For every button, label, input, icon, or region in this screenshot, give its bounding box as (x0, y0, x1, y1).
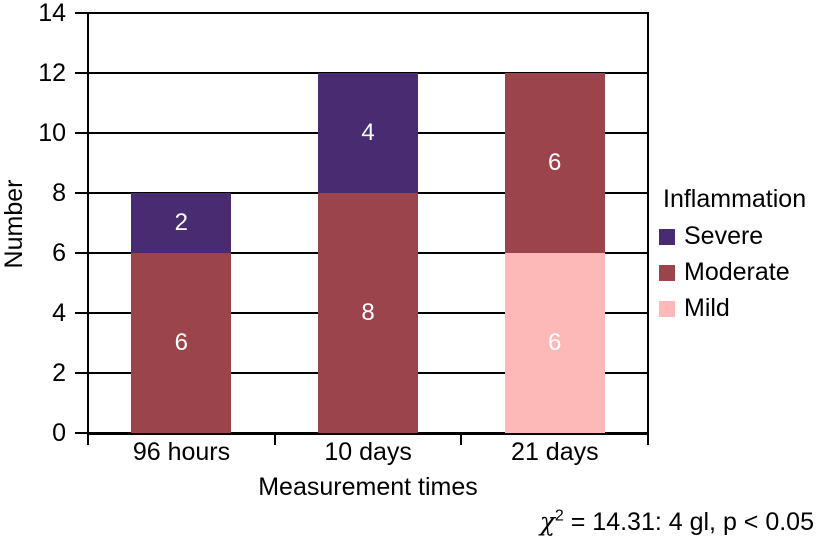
bar-value-label: 6 (547, 149, 562, 176)
bar-value-label: 8 (361, 299, 375, 326)
y-tick-label: 0 (52, 419, 66, 447)
y-axis-tick (75, 432, 87, 434)
y-tick-label: 14 (38, 0, 66, 27)
x-axis-tick (273, 433, 276, 445)
x-category-label: 96 hours (132, 438, 231, 466)
chi-symbol: χ (539, 507, 555, 536)
y-axis-line (87, 12, 89, 445)
y-axis-tick (75, 372, 87, 374)
y-tick-label: 2 (52, 359, 66, 387)
y-axis-tick (75, 192, 87, 194)
legend-swatch-severe (659, 228, 675, 245)
legend-item-moderate: Moderate (659, 260, 806, 285)
y-tick-label: 10 (38, 119, 66, 147)
y-axis-tick (75, 72, 87, 74)
bar-value-label: 6 (547, 329, 562, 356)
bar-segment-moderate: 6 (504, 73, 605, 253)
legend-title: Inflammation (663, 185, 807, 213)
legend-swatch-mild (659, 300, 675, 317)
legend-label: Severe (684, 222, 764, 250)
x-axis-tick (647, 433, 649, 445)
y-axis-tick (75, 12, 87, 14)
bar-segment-moderate: 8 (318, 193, 418, 433)
x-category-label: 21 days (511, 438, 599, 466)
bar-segment-severe: 4 (318, 73, 418, 193)
bar-segment-severe: 2 (131, 193, 232, 253)
legend-label: Moderate (684, 258, 790, 286)
x-category-label: 10 days (324, 438, 412, 466)
chi-square-annotation: χ2 = 14.31: 4 gl, p < 0.05 (540, 507, 814, 537)
legend: Inflammation Severe Moderate Mild (659, 186, 806, 332)
bar-value-label: 2 (174, 209, 188, 236)
y-tick-label: 6 (52, 239, 66, 267)
y-axis-tick (75, 132, 87, 134)
y-tick-label: 12 (38, 59, 66, 87)
chi-exponent: 2 (554, 507, 564, 525)
y-tick-label: 4 (52, 299, 66, 327)
x-axis-line (88, 432, 648, 435)
y-tick-label: 8 (52, 179, 66, 207)
bar-value-label: 6 (174, 329, 188, 356)
bar-segment-moderate: 6 (131, 253, 232, 433)
x-axis-tick (460, 433, 463, 445)
legend-swatch-moderate (659, 264, 675, 281)
plot-right-border (647, 12, 649, 434)
bar-value-label: 4 (361, 119, 375, 146)
x-axis-title: Measurement times (258, 473, 478, 501)
y-axis-tick (75, 252, 87, 254)
y-axis-tick (75, 312, 87, 314)
gridline-y-14 (88, 12, 648, 14)
legend-item-mild: Mild (659, 296, 806, 321)
annotation-text: = 14.31: 4 gl, p < 0.05 (563, 508, 814, 536)
legend-items: Severe Moderate Mild (659, 224, 806, 321)
legend-label: Mild (684, 294, 730, 322)
legend-item-severe: Severe (659, 224, 806, 249)
bar-segment-mild: 6 (504, 253, 605, 433)
x-axis-tick (87, 433, 89, 445)
